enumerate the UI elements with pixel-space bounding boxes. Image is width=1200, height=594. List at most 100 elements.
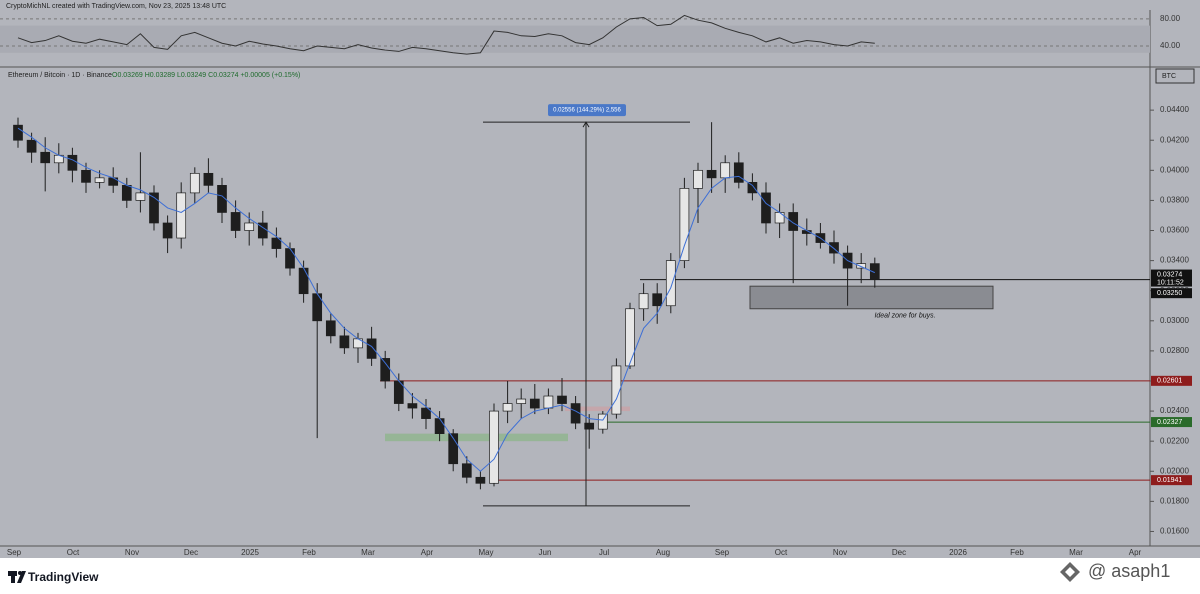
x-tick-label: 2025: [241, 548, 259, 557]
candle-body: [679, 188, 690, 261]
currency[interactable]: BTC: [1162, 73, 1176, 80]
candle-body: [665, 260, 676, 307]
zone: [385, 433, 568, 442]
candle-body: [339, 335, 350, 349]
candle-body: [597, 413, 608, 430]
candle-body: [720, 162, 731, 179]
x-tick-label: Feb: [1010, 548, 1024, 557]
candle-body: [67, 154, 78, 171]
candle-body: [652, 293, 663, 307]
x-tick-label: Apr: [421, 548, 434, 557]
candle-body: [421, 407, 431, 419]
candle-body: [489, 410, 499, 484]
candle-body: [244, 222, 255, 231]
candle-body: [529, 398, 540, 409]
candle-body: [285, 248, 295, 269]
x-tick-label: 2026: [949, 548, 967, 557]
rsi-line: [17, 14, 875, 55]
candle-body: [149, 192, 159, 224]
candle-body: [869, 263, 880, 280]
candle-body: [40, 151, 51, 164]
y-tick-label: 0.03000: [1160, 316, 1189, 325]
candle-body: [788, 212, 799, 231]
measure-label-box: [548, 104, 626, 117]
candle-body: [380, 358, 391, 382]
zone: [565, 406, 630, 412]
candle-body: [298, 267, 309, 295]
x-tick-label: Apr: [1129, 548, 1142, 557]
y-tick-label: 40.00: [1160, 41, 1181, 50]
y-tick-label: 0.04200: [1160, 135, 1189, 144]
candle-body: [366, 338, 377, 359]
y-tick-label: 0.02000: [1160, 466, 1189, 475]
candle-body: [461, 463, 472, 478]
x-tick-label: Sep: [715, 548, 730, 557]
candle-body: [502, 403, 513, 412]
candle-body: [203, 172, 214, 186]
candle-body: [434, 418, 445, 434]
candle-body: [217, 185, 227, 213]
candle-body: [516, 398, 527, 404]
moving-average: [17, 127, 876, 472]
y-tick-label: 80.00: [1160, 14, 1181, 23]
x-tick-label: Jul: [599, 548, 609, 557]
currency-box[interactable]: [1155, 68, 1195, 84]
y-tick-label: 0.01600: [1160, 527, 1189, 536]
candle-body: [761, 192, 771, 224]
brand: TradingView: [28, 570, 99, 584]
candle-body: [557, 395, 567, 404]
candle-body: [856, 263, 867, 269]
candle-body: [271, 237, 282, 249]
candle-body: [625, 308, 635, 367]
x-tick-label: Sep: [7, 548, 22, 557]
y-tick-label: 0.04400: [1160, 105, 1189, 114]
buy-zone-label: Ideal zone for buys.: [874, 313, 935, 320]
buy-zone: [749, 285, 994, 310]
arrow-head: [582, 121, 590, 128]
ohlc: O0.03269 H0.03289 L0.03249 C0.03274 +0.0…: [112, 72, 300, 79]
y-tick-label: 0.02800: [1160, 346, 1189, 355]
y-tick-label: 0.03400: [1160, 256, 1189, 265]
y-tick-label: 0.02200: [1160, 436, 1189, 445]
y-tick-label: 0.03600: [1160, 226, 1189, 235]
candle-body: [407, 403, 418, 409]
level-label: 0.03250: [1157, 290, 1182, 297]
level-label-box: [1151, 417, 1192, 428]
header: CryptoMichNL created with TradingView.co…: [6, 3, 226, 10]
candle-body: [543, 395, 554, 409]
candle-body: [747, 182, 758, 194]
x-tick-label: Mar: [1069, 548, 1083, 557]
candle-body: [638, 293, 649, 310]
x-tick-label: Mar: [361, 548, 375, 557]
x-tick-label: May: [478, 548, 493, 557]
y-tick-label: 0.04000: [1160, 165, 1189, 174]
candle-body: [189, 172, 200, 194]
x-tick-label: Dec: [184, 548, 198, 557]
x-tick-label: Oct: [775, 548, 788, 557]
candle-body: [162, 222, 173, 239]
candle-body: [81, 169, 91, 183]
footer-bar: [0, 558, 1200, 594]
level-label-box: [1151, 375, 1192, 386]
level-label-box: [1151, 288, 1192, 299]
candle-body: [706, 169, 717, 179]
y-tick-label: 0.03800: [1160, 196, 1189, 205]
y-tick-label: 0.01800: [1160, 496, 1189, 505]
candle-body: [13, 124, 23, 141]
x-tick-label: Nov: [833, 548, 847, 557]
candle-body: [94, 177, 105, 183]
candle-body: [693, 169, 703, 189]
candle-body: [325, 320, 336, 337]
level-label: 0.02327: [1157, 419, 1182, 426]
y-tick-label: 0.02400: [1160, 406, 1189, 415]
candle-body: [475, 476, 486, 484]
candle-body: [774, 212, 785, 224]
countdown: 10:11:52: [1157, 279, 1184, 286]
candle-body: [176, 192, 187, 239]
level-label: 0.02601: [1157, 378, 1182, 385]
candle-body: [611, 365, 622, 415]
rsi-band: [0, 25, 1150, 53]
